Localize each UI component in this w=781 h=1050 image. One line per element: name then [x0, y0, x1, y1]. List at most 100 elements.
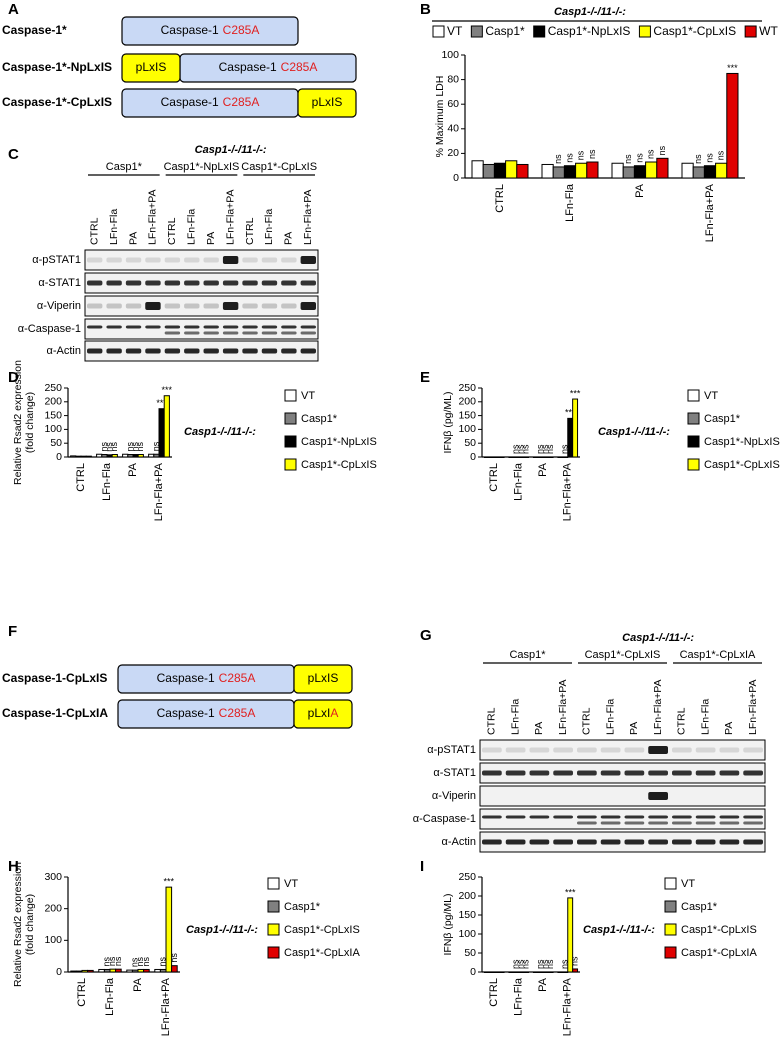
band — [222, 256, 239, 264]
y-tick-label: 0 — [56, 966, 62, 978]
x-tick-label: CTRL — [488, 978, 500, 1007]
x-tick-label: PA — [132, 977, 144, 992]
band — [672, 815, 692, 819]
significance: ns — [141, 956, 151, 966]
construct-name: Caspase-1*-NpLxIS — [2, 60, 112, 74]
row-label: α-Viperin — [37, 300, 81, 312]
genotype: Casp1-/-/11-/-: — [622, 632, 694, 644]
band — [261, 331, 278, 335]
legend-title: Casp1-/-/11-/-: — [554, 6, 626, 18]
band — [106, 348, 122, 354]
band — [87, 348, 103, 354]
bar — [703, 165, 717, 179]
y-tick-label: 200 — [44, 902, 62, 914]
legend-swatch — [664, 877, 677, 890]
bar — [115, 968, 122, 973]
bar — [483, 456, 490, 458]
band — [743, 815, 763, 819]
band — [529, 839, 550, 845]
bar — [87, 969, 94, 973]
bar — [542, 456, 549, 458]
legend-swatch — [744, 25, 757, 38]
x-tick-label: LFn-Fla — [101, 462, 113, 501]
band — [719, 815, 740, 819]
band — [300, 302, 316, 310]
legend-swatch — [284, 435, 297, 448]
legend-label: VT — [704, 390, 718, 402]
construct-name: Caspase-1*-CpLxIS — [2, 95, 112, 109]
significance: ns — [109, 442, 119, 452]
significance: ns — [540, 959, 550, 969]
band — [164, 348, 181, 354]
bar — [126, 969, 133, 973]
significance: ns — [540, 444, 550, 454]
significance: ns — [113, 956, 123, 966]
row-label: α-Caspase-1 — [413, 813, 476, 825]
band — [261, 325, 278, 329]
y-axis-label: Relative Rsad2 expression — [12, 862, 24, 987]
band — [261, 280, 278, 286]
y-tick-label: 100 — [458, 423, 476, 435]
band — [106, 257, 122, 263]
mutation: C285A — [223, 23, 260, 37]
legend-swatch — [664, 946, 677, 959]
tag-domain — [297, 88, 357, 118]
lane-label: PA — [533, 722, 545, 735]
panel-label: C — [8, 146, 19, 163]
significance: ns — [657, 145, 667, 155]
group-label: Casp1*-CpLxIS — [585, 649, 661, 661]
significance: *** — [727, 63, 738, 73]
bar — [106, 454, 113, 458]
legend-label: Casp1*-CpLxIS — [681, 924, 757, 936]
significance: ns — [125, 442, 135, 452]
bar — [542, 971, 549, 973]
bar — [127, 454, 134, 458]
bar — [537, 456, 544, 458]
significance: ns — [102, 956, 112, 966]
lane-label: LFn-Fla+PA — [557, 679, 569, 735]
band — [600, 747, 621, 753]
band — [281, 331, 297, 335]
band — [281, 348, 297, 354]
x-tick-label: LFn-Fla — [513, 462, 525, 501]
bar — [557, 456, 564, 458]
lane-label: LFn-Fla — [699, 699, 711, 735]
legend-label: Casp1* — [485, 24, 525, 38]
bar — [137, 454, 144, 458]
significance: ns — [535, 444, 545, 454]
legend-label: Casp1*-NpLxIS — [704, 436, 780, 448]
legend-label: Casp1*-CpLxIS — [653, 24, 736, 38]
blot-strip — [479, 739, 766, 761]
bar — [493, 456, 500, 458]
band — [242, 331, 258, 335]
band — [695, 839, 716, 845]
band — [648, 821, 668, 825]
y-tick-label: 300 — [44, 871, 62, 883]
x-tick-label: LFn-Fla+PA — [153, 462, 165, 521]
tag-label: pLxIS — [136, 60, 167, 74]
legend-swatch — [687, 458, 700, 471]
significance: ns — [560, 444, 570, 454]
significance: ns — [107, 956, 117, 966]
band — [184, 325, 200, 329]
x-tick-label: PA — [634, 183, 646, 198]
band — [203, 348, 219, 354]
y-tick-label: 50 — [464, 437, 476, 449]
lane-label: LFn-Fla+PA — [652, 679, 664, 735]
significance: ns — [130, 957, 140, 967]
significance: ns — [99, 442, 109, 452]
panel-label: D — [8, 369, 19, 386]
bar — [513, 456, 520, 458]
legend-swatch — [687, 435, 700, 448]
bar — [572, 398, 579, 458]
x-tick-label: CTRL — [75, 463, 87, 492]
y-tick-label: 0 — [470, 966, 476, 978]
y-tick-label: 200 — [458, 890, 476, 902]
lane-label: LFn-Fla — [263, 209, 275, 245]
lane-label: CTRL — [581, 707, 593, 735]
y-tick-label: 200 — [44, 396, 62, 408]
band — [624, 747, 645, 753]
band — [648, 746, 668, 754]
band — [743, 839, 763, 845]
band — [125, 280, 142, 286]
